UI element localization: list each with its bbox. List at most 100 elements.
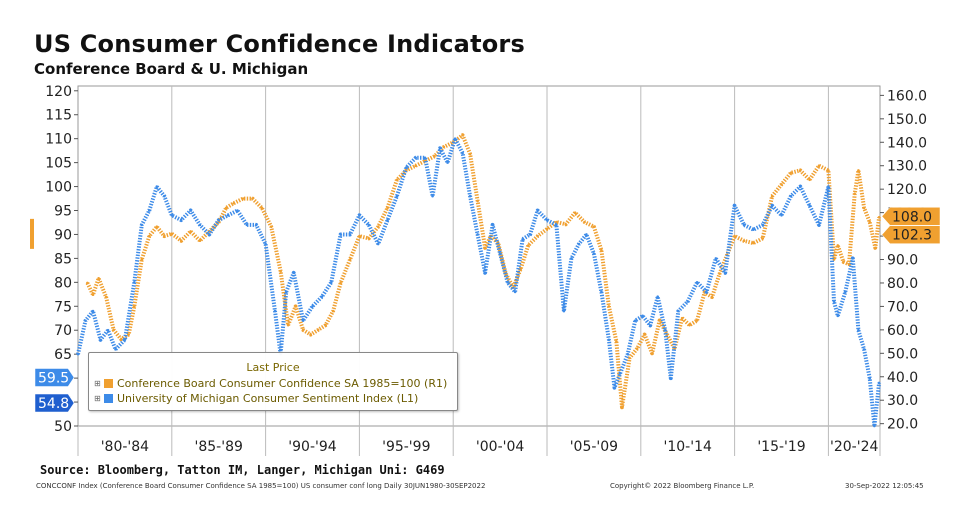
data-point xyxy=(663,328,667,332)
data-point xyxy=(613,386,616,389)
x-tick-label: '15-'19 xyxy=(757,439,805,455)
last-price-tag-text: 102.3 xyxy=(892,228,932,244)
data-point xyxy=(405,166,408,169)
legend-item-conference-board[interactable]: ⊞ Conference Board Consumer Confidence S… xyxy=(94,377,447,390)
data-point xyxy=(628,356,631,360)
last-price-tag-left-59: 59.5 xyxy=(34,368,75,387)
data-point xyxy=(348,258,352,261)
footer-copyright: Copyright© 2022 Bloomberg Finance L.P. xyxy=(610,482,755,490)
data-point xyxy=(431,194,434,198)
data-point xyxy=(545,218,549,222)
data-point xyxy=(733,234,736,238)
x-tick-label: '05-'09 xyxy=(570,439,618,455)
data-point xyxy=(536,234,539,238)
last-price-tag-right-102: 102.3 xyxy=(881,225,941,244)
expand-icon[interactable]: ⊞ xyxy=(94,394,101,403)
data-point xyxy=(780,213,783,217)
series-line xyxy=(76,136,882,428)
last-price-tag-left-54: 54.8 xyxy=(34,393,75,413)
data-point xyxy=(827,169,830,172)
data-point xyxy=(483,246,487,250)
data-point xyxy=(127,333,130,336)
data-point xyxy=(742,239,746,243)
data-point xyxy=(84,319,87,322)
data-point xyxy=(232,201,236,205)
data-point xyxy=(461,133,464,137)
data-point xyxy=(592,225,596,228)
last-price-tag-bg xyxy=(881,225,941,244)
data-point xyxy=(877,216,881,219)
data-point xyxy=(491,223,494,227)
data-point xyxy=(104,295,108,299)
data-point xyxy=(179,239,183,243)
data-point xyxy=(770,204,774,208)
data-point xyxy=(555,223,558,227)
left-axis-tick-label: 70 xyxy=(54,323,72,339)
data-point xyxy=(423,156,427,160)
data-point xyxy=(526,244,530,247)
data-point xyxy=(179,218,183,222)
data-point xyxy=(224,206,228,210)
data-point xyxy=(705,290,708,294)
legend-box[interactable]: Last Price ⊞ Conference Board Consumer C… xyxy=(88,352,458,411)
x-tick-label: '00-'04 xyxy=(476,439,524,455)
data-point xyxy=(433,155,436,158)
data-point xyxy=(868,220,871,224)
data-point xyxy=(309,333,312,336)
data-point xyxy=(170,232,174,236)
data-point xyxy=(294,305,297,308)
data-point xyxy=(742,223,746,227)
data-point xyxy=(545,227,549,231)
data-point xyxy=(650,352,654,355)
data-point xyxy=(112,328,115,332)
left-axis-tick-label: 120 xyxy=(45,84,72,100)
x-tick-label: '10-'14 xyxy=(664,439,712,455)
data-point xyxy=(843,290,847,294)
x-tick-label: '85-'89 xyxy=(195,439,243,455)
data-point xyxy=(132,281,136,284)
expand-icon[interactable]: ⊞ xyxy=(94,379,101,388)
data-point xyxy=(761,223,765,227)
data-point xyxy=(718,272,721,275)
data-point xyxy=(155,185,159,188)
right-axis-tick-label: 30.0 xyxy=(887,393,918,409)
data-point xyxy=(798,169,802,172)
data-point xyxy=(97,276,100,280)
data-point xyxy=(733,204,736,208)
data-point xyxy=(114,348,117,351)
data-point xyxy=(147,209,151,212)
legend-item-michigan[interactable]: ⊞ University of Michigan Consumer Sentim… xyxy=(94,392,418,405)
data-point xyxy=(570,257,573,260)
right-axis-tick-label: 160.0 xyxy=(887,88,927,104)
data-point xyxy=(752,241,755,245)
last-price-tag-right-108: 108.0 xyxy=(881,207,941,226)
data-point xyxy=(236,209,239,212)
legend-label: Conference Board Consumer Confidence SA … xyxy=(117,377,448,390)
data-point xyxy=(780,183,783,186)
data-point xyxy=(761,237,765,240)
legend-title: Last Price xyxy=(246,361,300,374)
data-point xyxy=(140,223,144,227)
left-axis-tick-label: 105 xyxy=(45,156,72,172)
plot-frame xyxy=(77,85,881,427)
data-point xyxy=(147,234,151,238)
data-point xyxy=(868,376,871,380)
data-point xyxy=(320,295,324,299)
data-point xyxy=(607,338,611,342)
data-point xyxy=(162,194,166,198)
data-point xyxy=(286,323,290,327)
data-point xyxy=(643,333,646,336)
data-point xyxy=(680,316,684,320)
data-point xyxy=(106,328,110,332)
right-axis-tick-label: 120.0 xyxy=(887,182,927,198)
data-point xyxy=(91,293,95,296)
data-point xyxy=(827,185,830,188)
data-point xyxy=(853,192,856,196)
data-point xyxy=(324,323,327,327)
data-point xyxy=(483,271,487,275)
data-point xyxy=(358,213,361,217)
right-axis-tick-label: 130.0 xyxy=(887,159,927,175)
data-point xyxy=(635,347,639,350)
data-point xyxy=(226,213,230,217)
data-point xyxy=(339,281,342,285)
